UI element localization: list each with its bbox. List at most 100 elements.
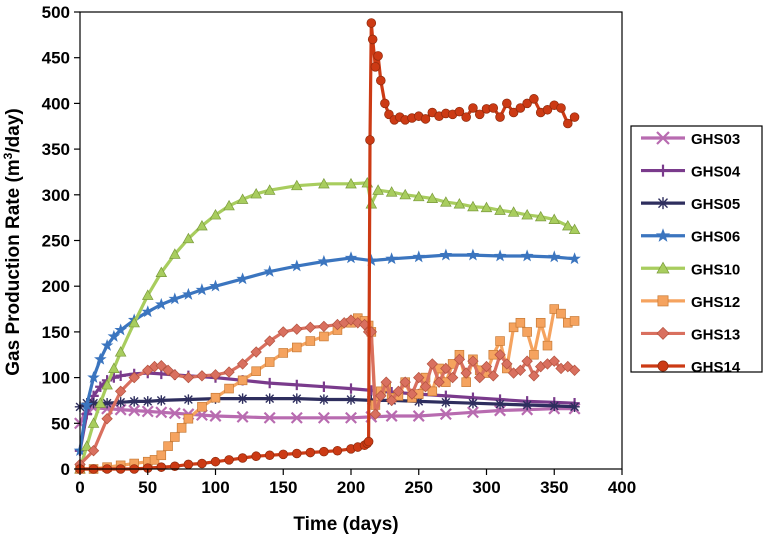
data-point [317, 254, 331, 267]
data-point [251, 451, 261, 461]
data-point [406, 388, 418, 400]
data-point [94, 397, 107, 408]
legend-item-ghs04: GHS04 [641, 164, 741, 181]
data-point [141, 305, 155, 318]
y-axis-title-main: Gas Production Rate (m [3, 159, 24, 375]
data-point [474, 109, 485, 120]
legend-label: GHS10 [691, 261, 740, 278]
y-tick-label: 450 [42, 49, 70, 68]
legend-marker [657, 197, 669, 210]
data-point [129, 396, 140, 407]
legend-item-ghs13: GHS13 [641, 326, 740, 343]
data-point [365, 135, 375, 145]
data-point [264, 335, 276, 347]
data-point [163, 441, 173, 451]
data-point [515, 317, 526, 328]
data-point [440, 196, 452, 207]
data-point [251, 366, 261, 376]
data-point [474, 371, 486, 384]
data-point [155, 406, 168, 419]
x-tick-label: 250 [405, 478, 433, 497]
data-point [278, 449, 289, 460]
data-point [365, 254, 378, 266]
data-point [169, 248, 181, 259]
data-point [439, 248, 453, 261]
x-tick-label: 400 [608, 478, 636, 497]
data-point [569, 316, 580, 326]
data-point [373, 51, 383, 61]
data-point [466, 248, 480, 261]
data-point [80, 398, 94, 411]
legend-marker [657, 164, 669, 177]
data-point [419, 381, 432, 393]
data-point [521, 208, 533, 220]
data-point [183, 459, 194, 470]
data-point [569, 112, 580, 122]
data-point [210, 456, 221, 467]
data-point [413, 396, 424, 407]
data-point [535, 317, 546, 328]
data-point [291, 393, 302, 404]
data-point [236, 193, 249, 204]
data-point [345, 411, 357, 424]
data-point [237, 453, 248, 463]
data-point [385, 410, 398, 422]
data-point [569, 401, 580, 413]
data-point [568, 364, 581, 376]
series-ghs14 [75, 18, 580, 474]
legend-label: GHS14 [691, 359, 741, 376]
data-point [224, 383, 234, 394]
data-point [264, 357, 275, 367]
data-point [182, 371, 195, 384]
data-point [263, 184, 276, 195]
data-point [399, 376, 411, 388]
axes: 0 50 100 150 200 250 300 350 400 450 500 0 50 100 150 2… [42, 3, 637, 497]
series-ghs13 [74, 314, 581, 471]
data-point [515, 103, 526, 113]
data-point [363, 436, 374, 447]
data-point [562, 219, 574, 231]
data-point [413, 371, 425, 384]
data-point [467, 355, 479, 367]
data-point [305, 447, 316, 458]
data-point [291, 179, 303, 191]
data-point [195, 283, 209, 296]
legend-marker [656, 326, 670, 340]
data-point [170, 432, 180, 442]
data-point [568, 252, 581, 265]
data-point [460, 367, 472, 379]
legend-item-ghs03: GHS03 [641, 131, 740, 148]
data-point [317, 411, 330, 424]
legend-label: GHS12 [691, 294, 740, 311]
data-point [182, 287, 195, 300]
data-point [522, 98, 532, 109]
data-point [480, 201, 493, 213]
data-point [236, 358, 249, 370]
data-point [277, 326, 289, 338]
data-point [292, 448, 302, 459]
data-point [345, 177, 357, 189]
legend-marker [656, 131, 670, 145]
data-point [168, 292, 182, 305]
data-point [156, 395, 167, 406]
data-point [380, 98, 390, 109]
data-point [115, 370, 126, 381]
y-tick-label: 0 [61, 460, 70, 479]
legend-item-ghs14: GHS14 [641, 359, 741, 376]
data-point [494, 349, 506, 361]
data-point [278, 348, 289, 358]
data-point [237, 375, 248, 386]
legend: GHS03 GHS04 GHS05 GHS06 GHS10 GHS12 GHS13 GHS14 [630, 125, 763, 376]
data-point [440, 397, 452, 408]
data-point [495, 336, 505, 346]
data-point [318, 177, 330, 189]
data-point [467, 200, 479, 212]
data-point [344, 251, 358, 264]
data-point [439, 408, 452, 421]
data-point [501, 358, 513, 370]
data-point [461, 112, 471, 122]
data-point [367, 34, 378, 45]
data-point [304, 321, 317, 334]
data-point [318, 320, 330, 333]
